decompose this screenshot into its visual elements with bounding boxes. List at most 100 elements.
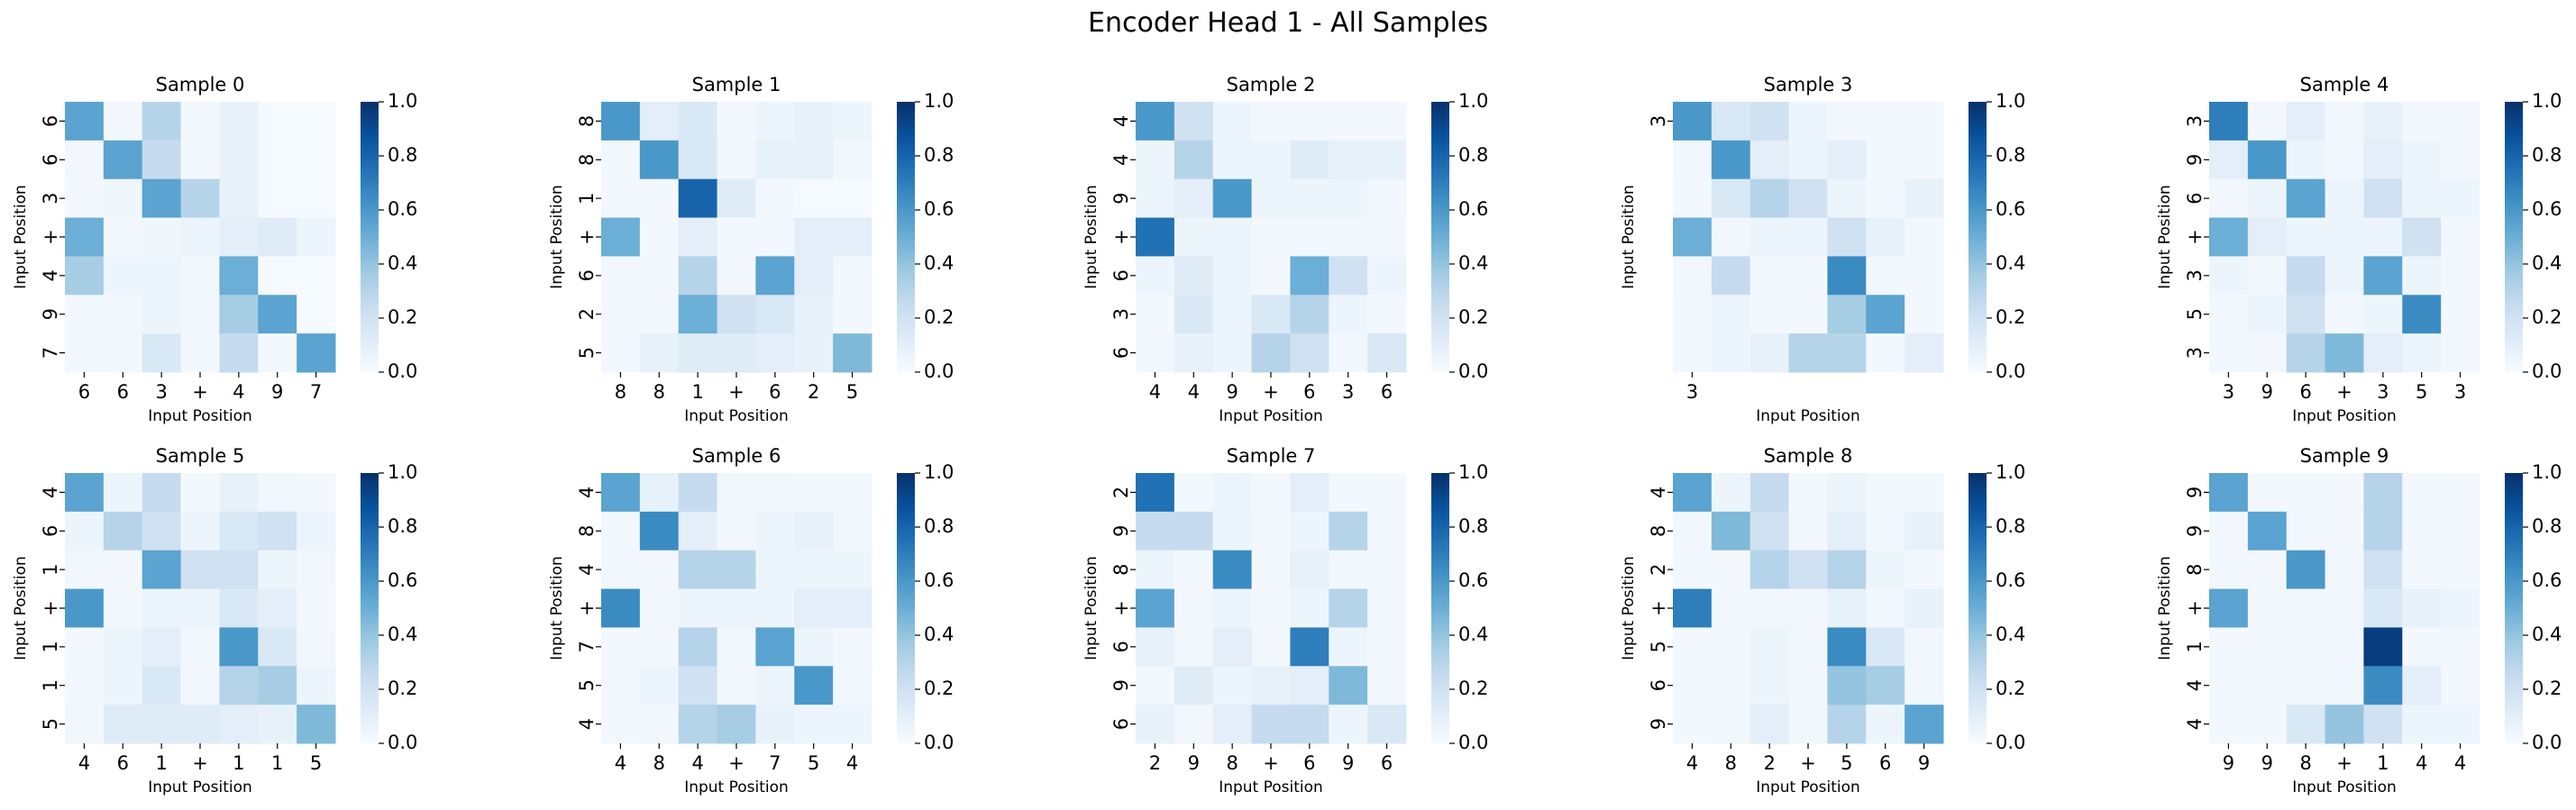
heatmap-cell	[1174, 705, 1214, 744]
heatmap-cell	[1866, 627, 1905, 667]
heatmap-cell	[1749, 140, 1790, 180]
heatmap-cell	[1749, 217, 1790, 257]
heatmap-cell	[1329, 140, 1368, 180]
heatmap-cell	[1749, 550, 1790, 590]
heatmap-cell	[219, 256, 259, 296]
heatmap-cell	[1367, 473, 1407, 513]
y-tick-label: 2	[1110, 487, 1132, 498]
x-tick-label: 4	[1149, 381, 1161, 403]
x-tick-label: 3	[2454, 381, 2466, 403]
heatmap-cell	[678, 473, 718, 513]
heatmap-cell	[1251, 102, 1291, 141]
x-tick-label: +	[2336, 752, 2352, 774]
heatmap-cell	[833, 256, 872, 296]
x-tick-label: 1	[233, 752, 244, 774]
x-tick-label: 6	[1303, 752, 1315, 774]
heatmap-cell	[2363, 550, 2403, 590]
heatmap-cell	[2441, 705, 2480, 744]
heatmap-cell	[219, 140, 259, 180]
heatmap-cell	[2247, 550, 2288, 590]
heatmap-cell	[2325, 511, 2364, 551]
colorbar-tick-label: 0.8	[2532, 144, 2562, 166]
heatmap-cell	[219, 511, 259, 551]
heatmap-cell	[1827, 295, 1867, 334]
heatmap-cell	[601, 511, 641, 551]
heatmap-cell	[180, 550, 220, 590]
heatmap-cell	[219, 550, 259, 590]
heatmap-cell	[1866, 588, 1905, 628]
heatmap-cell	[1174, 140, 1214, 180]
x-tick-label: 3	[155, 381, 167, 403]
heatmap-cell	[755, 511, 795, 551]
heatmap-cell	[297, 550, 336, 590]
y-tick-label: 4	[2184, 679, 2206, 691]
y-axis-label: Input Position	[1082, 185, 1101, 289]
heatmap-cell	[1329, 217, 1368, 257]
colorbar-tick-label: 0.0	[388, 360, 417, 382]
y-tick-label: 4	[2184, 718, 2206, 730]
heatmap-cell	[678, 333, 718, 373]
colorbar-tick-label: 1.0	[388, 461, 417, 483]
colorbar-tick-label: 1.0	[924, 90, 954, 112]
heatmap-cell	[2441, 511, 2480, 551]
x-tick-label: 5	[310, 752, 322, 774]
panel-title: Sample 4	[2300, 74, 2389, 96]
y-tick-label: 5	[576, 679, 598, 691]
heatmap-cell	[2209, 178, 2249, 219]
colorbar	[897, 473, 915, 743]
heatmap-cell	[2325, 550, 2364, 590]
heatmap-cell	[1251, 511, 1291, 551]
heatmap-cell	[258, 588, 297, 628]
colorbar-tick-label: 0.8	[388, 515, 417, 537]
heatmap-cell	[2247, 140, 2288, 180]
heatmap-cell	[1749, 473, 1790, 513]
colorbar-tick-label: 0.2	[1996, 678, 2025, 699]
heatmap-cell	[1749, 627, 1790, 667]
heatmap-cell	[103, 588, 143, 628]
heatmap-cell	[601, 473, 641, 513]
x-tick-label: 1	[2377, 752, 2389, 774]
x-tick-label: 8	[1226, 752, 1238, 774]
heatmap-cell	[601, 666, 641, 705]
heatmap-cell	[1749, 256, 1790, 296]
heatmap-cell	[1290, 256, 1329, 296]
y-tick-label: 1	[40, 563, 61, 575]
heatmap-cell	[1905, 333, 1944, 373]
heatmap-cell	[1174, 295, 1214, 334]
heatmap-cell	[755, 256, 795, 296]
y-tick-label: 3	[1110, 308, 1132, 320]
heatmap-cell	[1290, 666, 1329, 705]
heatmap-cell	[717, 511, 756, 551]
colorbar	[361, 102, 379, 372]
y-tick-label: 3	[2184, 115, 2206, 127]
heatmap-cell	[1673, 627, 1713, 667]
heatmap-cell	[297, 627, 336, 667]
heatmap-cell	[601, 102, 641, 141]
heatmap-cell	[2402, 295, 2442, 334]
y-axis-label: Input Position	[1082, 556, 1101, 660]
heatmap-cell	[1673, 588, 1713, 628]
x-tick-label: 5	[2416, 381, 2427, 403]
colorbar-tick-label: 0.4	[388, 252, 417, 274]
heatmap-cell	[1905, 140, 1944, 180]
colorbar-tick-label: 0.2	[2532, 306, 2562, 328]
heatmap-cell	[219, 102, 259, 141]
heatmap-cell	[103, 102, 143, 141]
heatmap-cell	[1711, 473, 1751, 513]
heatmap-cell	[2325, 295, 2364, 334]
heatmap-cell	[1905, 705, 1944, 744]
heatmap-cell	[601, 295, 641, 334]
heatmap-cell	[2209, 627, 2249, 667]
x-tick-label: +	[728, 752, 744, 774]
y-tick-label: +	[576, 600, 598, 616]
heatmap-cell	[2325, 588, 2364, 628]
heatmap-cell	[1711, 256, 1751, 296]
heatmap-cell	[601, 705, 641, 744]
heatmap-cell	[2325, 140, 2364, 180]
colorbar-tick-label: 0.2	[1458, 306, 1488, 328]
heatmap-cell	[1749, 333, 1790, 373]
y-tick-label: 1	[40, 641, 61, 652]
heatmap-cell	[1711, 102, 1751, 141]
heatmap-cell	[1212, 550, 1253, 590]
y-tick-label: 9	[2184, 154, 2206, 166]
